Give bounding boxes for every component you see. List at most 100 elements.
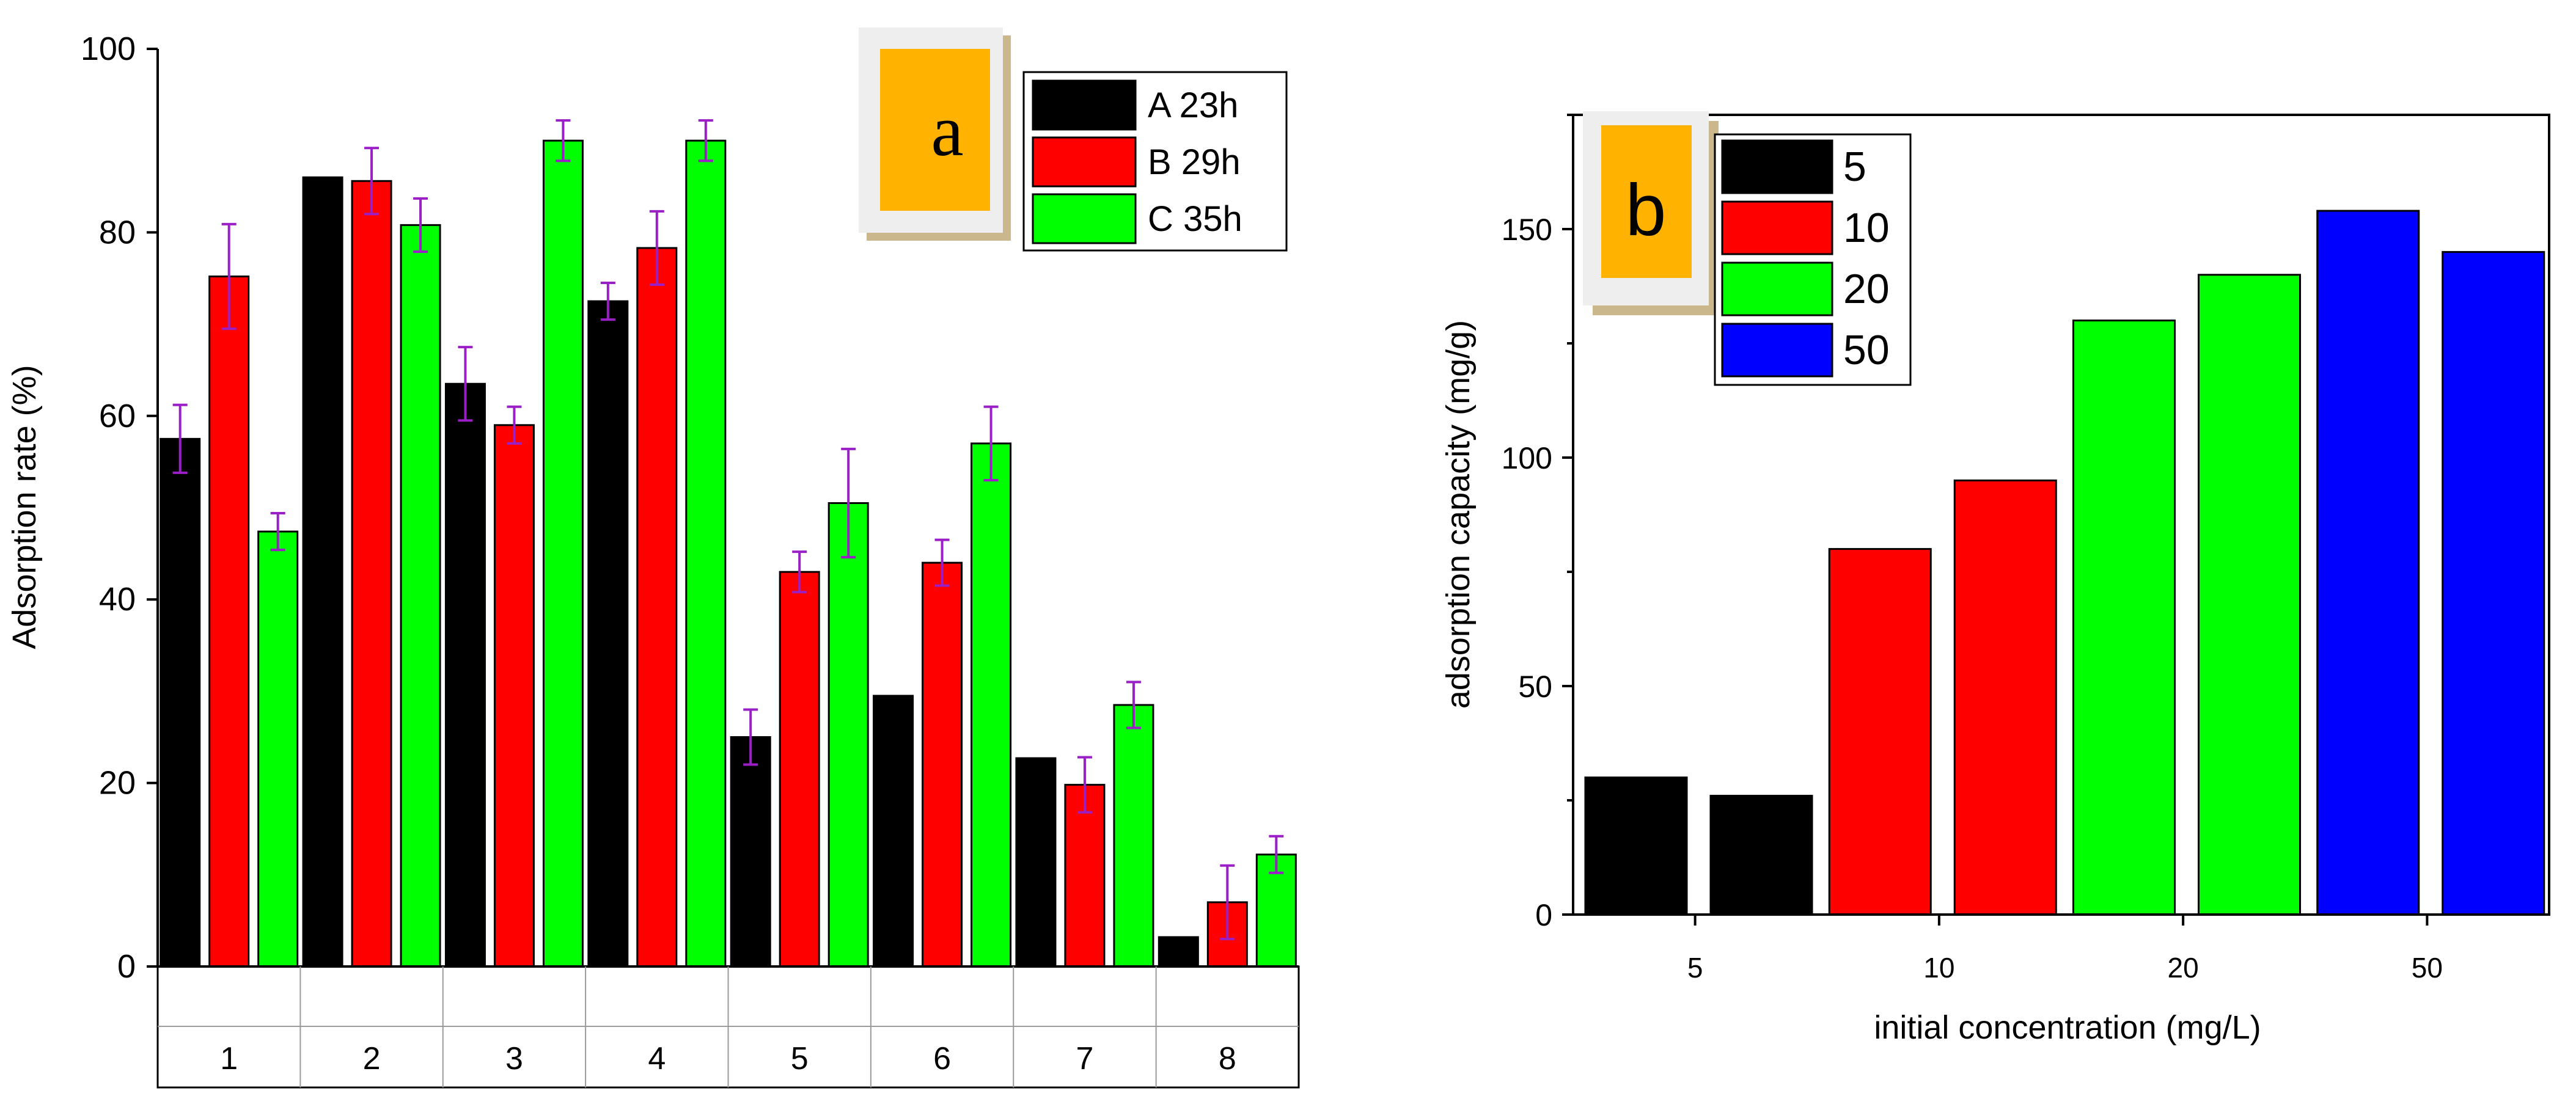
chart-b-legend-label: 20: [1843, 266, 1890, 312]
chart-a-error-bar: [507, 405, 522, 445]
chart-a-category-label: 1: [220, 1041, 238, 1076]
chart-b-panel-label: b: [1583, 111, 1719, 315]
chart-a-bar-2-1: [302, 176, 343, 968]
chart-a-bar-6-1: [873, 695, 914, 968]
chart-a-bar-8-1: [1158, 936, 1199, 968]
chart-b-legend-swatch: [1721, 139, 1833, 194]
chart-a-category-label: 2: [363, 1041, 381, 1076]
chart-a-error-bar: [413, 197, 428, 253]
chart-a-error-bar: [556, 119, 571, 163]
chart-a-category-label: 5: [791, 1041, 809, 1076]
chart-b-legend-swatch: [1721, 323, 1833, 378]
chart-a-error-bar: [270, 512, 285, 552]
chart-a-ytick-label: 60: [99, 398, 136, 434]
chart-b-bar-20-1: [2072, 320, 2176, 916]
chart-a-error-bar: [1269, 835, 1284, 874]
chart-a-bar-6-3: [971, 442, 1012, 968]
chart-a-error-bar: [458, 346, 473, 422]
chart-b-legend-label: 5: [1843, 144, 1866, 190]
chart-a-category-label: 6: [933, 1041, 951, 1076]
chart-b-bar-10-1: [1828, 548, 1932, 916]
chart-a-error-bar: [649, 210, 664, 287]
chart-a-error-bar: [1220, 864, 1235, 940]
chart-a-bar-5-3: [827, 502, 869, 968]
chart-a-ylabel: Adsorption rate (%): [6, 365, 43, 649]
chart-b-bar-5-1: [1584, 776, 1688, 916]
chart-b-y-ticks: 0 50 100 150: [1502, 114, 1573, 932]
chart-a-category-table: 1 2 3 4 5 6 7 8: [156, 965, 1300, 1089]
chart-a-error-bar: [934, 538, 950, 587]
chart-a-bar-3-2: [493, 424, 535, 968]
chart-a-error-bar: [743, 708, 758, 766]
chart-b-legend-label: 50: [1843, 327, 1890, 373]
chart-a-bar-7-1: [1015, 757, 1057, 968]
chart-b-bar-5-2: [1709, 795, 1813, 916]
chart-b-bars: [1584, 210, 2545, 916]
chart-a-category-label: 8: [1219, 1041, 1236, 1076]
chart-a-bar-3-3: [542, 139, 584, 968]
chart-b-ytick-label: 0: [1535, 898, 1552, 932]
chart-a-bar-6-2: [922, 561, 963, 968]
chart-a-bar-1-3: [257, 530, 299, 968]
chart-b: 0 50 100 150 5 10 20 50 adsorption capacity (m…: [1440, 111, 2550, 1046]
chart-a-bars: [160, 139, 1297, 968]
chart-b-legend-swatch: [1721, 200, 1833, 255]
chart-a-error-bar: [1077, 756, 1092, 814]
chart-a-error-bar: [172, 403, 188, 474]
chart-b-xlabel: initial concentration (mg/L): [1874, 1009, 2261, 1046]
chart-a-legend-label: A 23h: [1148, 86, 1238, 125]
chart-b-xtick-label: 5: [1687, 952, 1703, 984]
svg-text:a: a: [931, 90, 963, 171]
chart-a-error-bars: [172, 119, 1284, 940]
chart-a-legend-swatch: [1032, 79, 1137, 131]
chart-a-error-bar: [698, 119, 713, 163]
chart-a-ytick-label: 100: [81, 31, 136, 67]
chart-a-bar-4-2: [636, 247, 678, 968]
chart-a-category-label: 4: [648, 1041, 666, 1076]
chart-a: 0 20 40 60 80 100 Adsorption rate (%) 1 2 3 4 5 6 7…: [6, 27, 1300, 1089]
chart-a-error-bar: [792, 550, 807, 594]
chart-a-bar-2-3: [400, 224, 441, 968]
chart-a-error-bar: [1126, 681, 1141, 729]
chart-a-bar-7-3: [1113, 704, 1154, 968]
chart-b-ytick-label: 150: [1502, 213, 1552, 247]
chart-a-category-label: 3: [505, 1041, 523, 1076]
chart-a-bar-5-1: [730, 736, 771, 968]
chart-b-bar-20-2: [2198, 274, 2301, 916]
chart-a-panel-label: a: [859, 27, 1011, 241]
chart-a-bar-5-2: [779, 571, 820, 968]
chart-a-error-bar: [221, 222, 237, 331]
chart-a-legend-label: B 29h: [1148, 142, 1241, 182]
chart-b-xtick-label: 50: [2412, 952, 2443, 984]
chart-a-ytick-label: 40: [99, 581, 136, 618]
chart-b-ylabel: adsorption capacity (mg/g): [1440, 320, 1477, 709]
chart-a-error-bar: [841, 447, 856, 559]
chart-a-bar-4-1: [587, 300, 629, 968]
chart-a-y-ticks: 0 20 40 60 80 100: [81, 31, 158, 985]
svg-text:b: b: [1626, 169, 1667, 251]
chart-b-legend-swatch: [1721, 261, 1833, 316]
chart-a-category-label: 7: [1076, 1041, 1093, 1076]
chart-a-legend-swatch: [1032, 136, 1137, 188]
chart-b-xtick-label: 20: [2168, 952, 2199, 984]
chart-a-ytick-label: 80: [99, 214, 136, 250]
chart-b-bar-10-2: [1953, 479, 2057, 916]
chart-b-ytick-label: 50: [1518, 670, 1552, 704]
chart-a-legend-label: C 35h: [1148, 199, 1242, 239]
chart-b-ytick-label: 100: [1502, 441, 1552, 475]
chart-b-xtick-label: 10: [1923, 952, 1954, 984]
chart-b-bar-50-1: [2316, 210, 2420, 916]
chart-b-axes: [1572, 114, 2550, 916]
chart-a-bar-1-1: [160, 437, 201, 968]
chart-a-ytick-label: 20: [99, 765, 136, 802]
chart-a-bar-3-1: [444, 382, 486, 968]
chart-a-legend: A 23h B 29h C 35h: [1022, 71, 1288, 252]
chart-a-bar-4-3: [685, 139, 727, 968]
chart-a-bar-7-2: [1064, 784, 1106, 968]
chart-b-bar-50-2: [2442, 250, 2545, 916]
chart-b-legend-label: 10: [1843, 205, 1890, 251]
chart-a-bar-1-2: [208, 275, 250, 968]
chart-a-legend-swatch: [1032, 193, 1137, 244]
chart-a-error-bar: [364, 147, 380, 216]
